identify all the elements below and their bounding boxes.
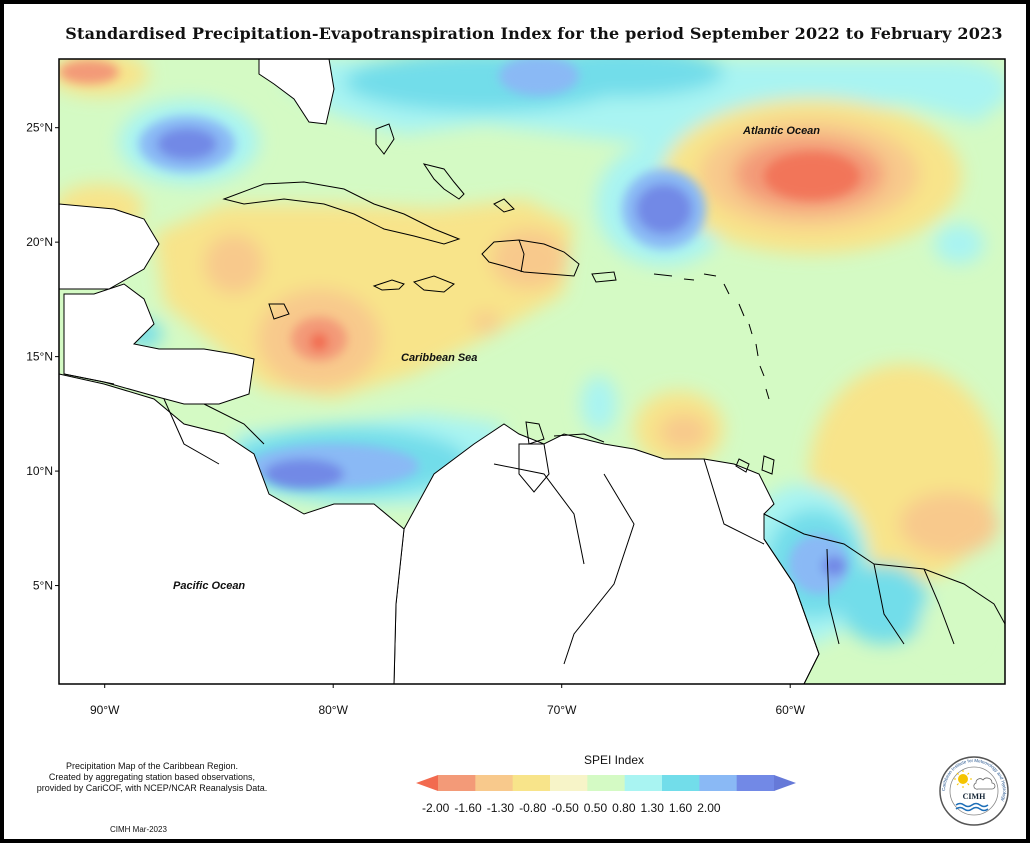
lon-tick-label: 70°W — [547, 703, 577, 717]
legend-class-label: -1.30 — [486, 801, 515, 815]
legend-swatch — [699, 775, 738, 791]
lon-tick-label: 80°W — [318, 703, 348, 717]
lat-tick-label: 25°N — [26, 121, 53, 135]
legend-class-label: -1.60 — [454, 801, 482, 815]
cimh-logo: CIMH Caribbean Institute for Meteorology… — [939, 756, 1009, 826]
cloud-icon — [973, 777, 996, 790]
lat-tick-label: 15°N — [26, 350, 53, 364]
sun-icon — [958, 774, 968, 784]
legend-class-label: -0.80 — [519, 801, 547, 815]
legend-swatch — [736, 775, 775, 791]
atlantic-ocean-label: Atlantic Ocean — [742, 125, 820, 137]
legend-swatch — [550, 775, 588, 791]
footnote-line-3: provided by CariCOF, with NCEP/NCAR Rean… — [36, 783, 268, 793]
legend-class-label: -2.00 — [422, 801, 450, 815]
legend-class-labels: -2.00 -1.60 -1.30 -0.80 -0.50 0.50 0.80 1.30 1.6… — [422, 801, 726, 815]
central-america-land — [59, 373, 405, 684]
logo-name: CIMH — [963, 792, 986, 801]
lat-tick-label: 20°N — [26, 235, 53, 249]
footnote-line-1: Precipitation Map of the Caribbean Regio… — [65, 761, 239, 771]
legend-class-label: 2.00 — [697, 801, 721, 815]
map-frame — [58, 58, 1006, 685]
legend-swatch — [662, 775, 700, 791]
guianas-coast — [763, 513, 1005, 684]
legend-class-label: 0.80 — [612, 801, 636, 815]
legend-swatch — [624, 775, 663, 791]
lat-tick-label: 10°N — [26, 464, 53, 478]
lat-tick-label: 5°N — [33, 579, 53, 593]
legend-class-label: 1.60 — [668, 801, 693, 815]
wave-icon — [955, 802, 989, 812]
lon-tick-label: 60°W — [775, 703, 805, 717]
map-credit: CIMH Mar-2023 — [110, 825, 167, 834]
pacific-ocean-label: Pacific Ocean — [173, 580, 245, 592]
map-title: Standardised Precipitation-Evapotranspir… — [65, 24, 1003, 43]
caribbean-sea-label: Caribbean Sea — [401, 352, 477, 364]
legend-class-label: 1.30 — [640, 801, 664, 815]
legend-arrow-high — [774, 775, 796, 791]
map-footnote: Precipitation Map of the Caribbean Regio… — [12, 761, 292, 794]
legend-swatch — [512, 775, 551, 791]
yucatan-land — [63, 283, 255, 405]
spei-field — [59, 59, 1005, 684]
longitude-axis: 90°W 80°W 70°W 60°W — [90, 684, 806, 717]
spei-legend-bar — [416, 775, 796, 791]
spei-map-figure: 25°N 20°N 15°N 10°N 5°N 90°W 80°W 70°W 60°W Atl… — [26, 58, 1006, 791]
latitude-axis: 25°N 20°N 15°N 10°N 5°N — [26, 121, 59, 593]
coastlines — [63, 123, 955, 665]
legend-arrow-low — [416, 775, 438, 791]
legend-title: SPEI Index — [583, 753, 645, 767]
legend-swatch — [475, 775, 514, 791]
legend-class-label: -0.50 — [551, 801, 579, 815]
legend-swatch — [438, 775, 476, 791]
legend-swatch — [587, 775, 626, 791]
mexico-gulf-land — [59, 203, 160, 290]
lon-tick-label: 90°W — [90, 703, 120, 717]
legend-class-label: 0.50 — [583, 801, 608, 815]
footnote-line-2: Created by aggregating station based obs… — [48, 772, 256, 782]
map-page: Standardised Precipitation-Evapotranspir… — [4, 4, 1026, 839]
florida-land — [258, 59, 335, 125]
